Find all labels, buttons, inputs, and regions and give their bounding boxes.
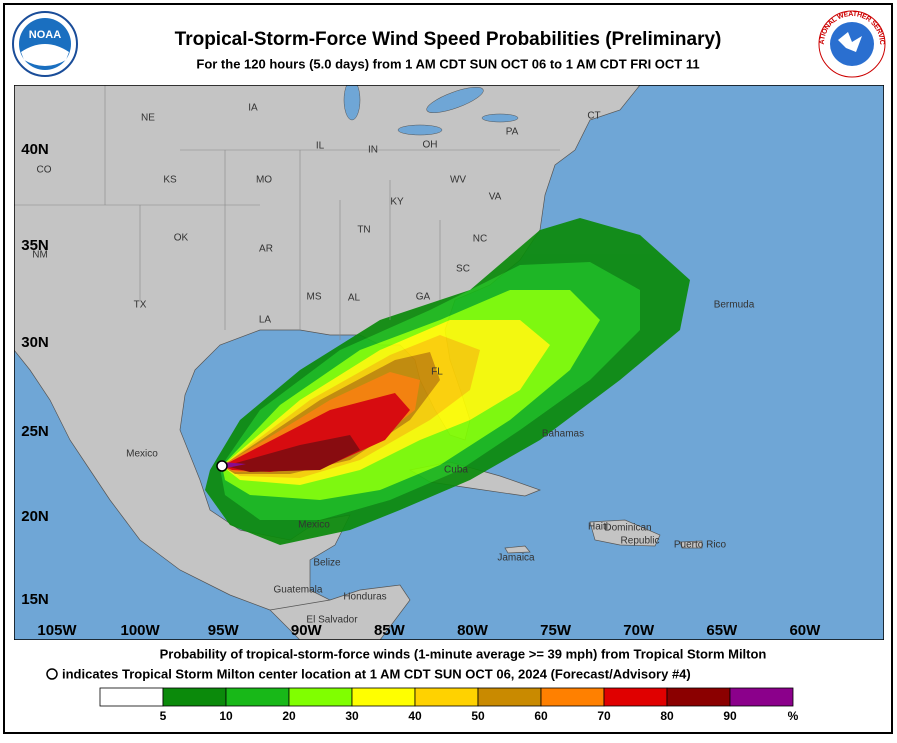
place-label: AR	[259, 244, 273, 255]
legend-label: 90	[723, 709, 737, 723]
subtitle: For the 120 hours (5.0 days) from 1 AM C…	[196, 56, 699, 71]
place-label: OK	[174, 233, 189, 244]
legend-swatch	[162, 687, 227, 707]
legend: 5 10 20 30 40 50 60 70 80 90%	[99, 687, 799, 723]
place-label: VA	[489, 192, 502, 203]
legend-swatch	[288, 687, 353, 707]
lat-label: 35N	[21, 237, 49, 254]
place-label: NE	[141, 113, 155, 124]
lon-label: 70W	[623, 622, 655, 639]
lat-label: 20N	[21, 508, 49, 525]
legend-swatch	[225, 687, 290, 707]
place-label: Bahamas	[542, 429, 584, 440]
lon-label: 65W	[706, 622, 738, 639]
legend-swatch	[603, 687, 668, 707]
place-label: WV	[450, 175, 466, 186]
place-label: Bermuda	[714, 300, 755, 311]
lat-label: 25N	[21, 423, 49, 440]
legend-label: 10	[219, 709, 233, 723]
footer-line1: Probability of tropical-storm-force wind…	[160, 646, 767, 661]
lat-label: 40N	[21, 141, 49, 158]
noaa-text: NOAA	[29, 29, 61, 41]
place-label: GA	[416, 292, 431, 303]
legend-circle	[46, 668, 58, 680]
legend-swatch	[414, 687, 479, 707]
lon-label: 60W	[789, 622, 821, 639]
lon-label: 75W	[540, 622, 572, 639]
legend-label: 60	[534, 709, 548, 723]
place-label: Mexico	[126, 449, 158, 460]
place-label: NM	[32, 250, 48, 261]
lon-label: 95W	[208, 622, 240, 639]
state-borders	[14, 85, 560, 340]
legend-swatch	[729, 687, 794, 707]
lon-label: 85W	[374, 622, 406, 639]
place-label: SC	[456, 264, 470, 275]
place-label: MO	[256, 175, 272, 186]
map-labels: NE IA IL IN OH PA CT KS MO KY WV VA CO OK AR TN NC SC NM TX…	[32, 103, 755, 626]
legend-label: 70	[597, 709, 611, 723]
place-label: IL	[316, 141, 325, 152]
place-label: PA	[506, 127, 519, 138]
legend-label: 50	[471, 709, 485, 723]
legend-label: 5	[160, 709, 167, 723]
place-label: AL	[348, 293, 361, 304]
lakes	[343, 85, 519, 136]
place-label: CO	[37, 165, 52, 176]
place-label: Jamaica	[497, 553, 535, 564]
place-label: KY	[390, 197, 404, 208]
lon-label: 105W	[37, 622, 77, 639]
place-label: FL	[431, 367, 443, 378]
place-label: Republic	[621, 536, 660, 547]
legend-unit: %	[788, 709, 799, 723]
place-label: MS	[307, 292, 322, 303]
swath-level	[222, 462, 246, 469]
swath-level	[222, 393, 410, 472]
lon-label: 90W	[291, 622, 323, 639]
legend-label: 20	[282, 709, 296, 723]
place-label: Mexico	[298, 520, 330, 531]
place-label: OH	[423, 140, 438, 151]
noaa-logo: NOAA	[12, 11, 78, 77]
place-label: NC	[473, 234, 487, 245]
probability-swath	[205, 218, 690, 545]
place-label: Guatemala	[274, 585, 323, 596]
place-label: IN	[368, 145, 378, 156]
lat-label: 15N	[21, 591, 49, 608]
swath-level	[225, 435, 360, 472]
lon-label: 100W	[121, 622, 161, 639]
place-label: Haiti	[588, 522, 608, 533]
legend-label: 80	[660, 709, 674, 723]
place-label: CT	[587, 111, 600, 122]
place-label: KS	[163, 175, 177, 186]
storm-center	[216, 460, 228, 472]
legend-swatch	[666, 687, 731, 707]
place-label: IA	[248, 103, 258, 114]
legend-label: 40	[408, 709, 422, 723]
place-label: Puerto Rico	[674, 540, 727, 551]
lat-label: 30N	[21, 334, 49, 351]
place-label: Belize	[313, 558, 341, 569]
legend-swatch	[351, 687, 416, 707]
place-label: TN	[357, 225, 370, 236]
place-label: El Salvador	[306, 615, 358, 626]
place-label: LA	[259, 315, 272, 326]
title: Tropical-Storm-Force Wind Speed Probabil…	[175, 29, 722, 50]
map: NE IA IL IN OH PA CT KS MO KY WV VA CO OK AR TN NC SC NM TX…	[14, 85, 884, 640]
place-label: Honduras	[343, 592, 386, 603]
footer-line2: indicates Tropical Storm Milton center l…	[62, 666, 691, 681]
legend-swatch	[99, 687, 164, 707]
legend-swatch	[477, 687, 542, 707]
legend-swatch	[540, 687, 605, 707]
coordinate-labels: 40N 35N 30N 25N 20N 15N 105W 100W 95W 90W 85W 80W 75…	[21, 141, 821, 639]
place-label: Dominican	[604, 523, 651, 534]
legend-label: 30	[345, 709, 359, 723]
place-label: Cuba	[444, 465, 468, 476]
place-label: TX	[134, 300, 147, 311]
lon-label: 80W	[457, 622, 489, 639]
